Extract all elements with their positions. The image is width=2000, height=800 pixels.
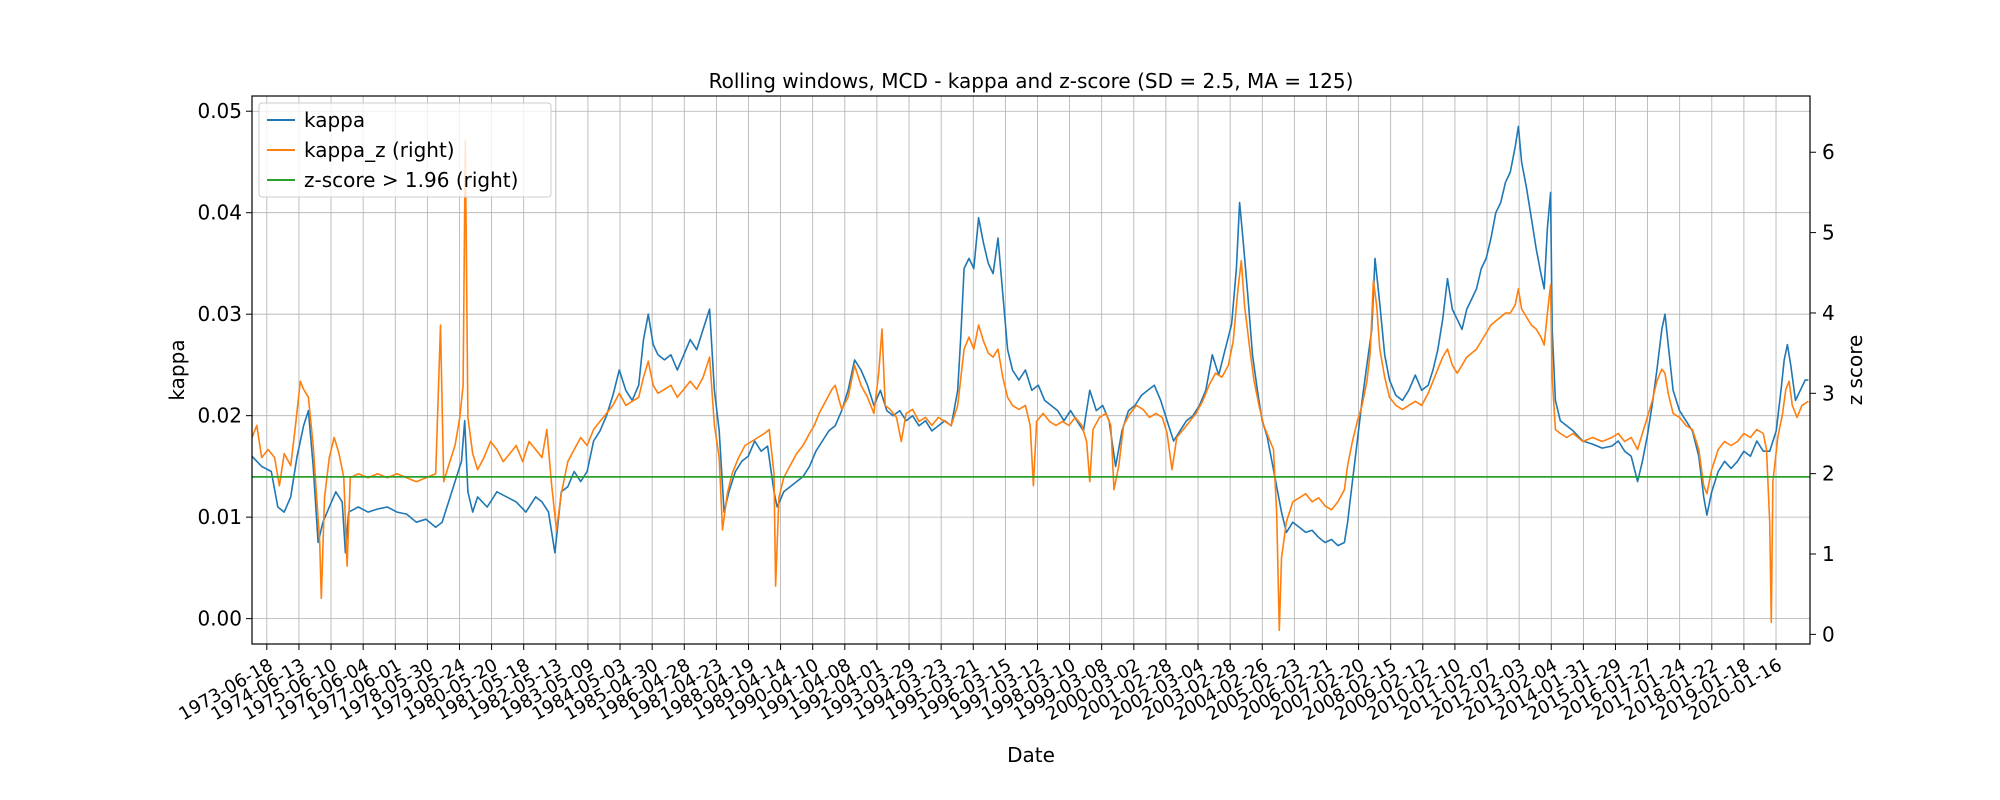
plot-frame xyxy=(251,95,1811,645)
legend-label-kappa: kappa xyxy=(304,108,365,132)
legend: kappa kappa_z (right) z-score > 1.96 (ri… xyxy=(258,102,552,198)
legend-box xyxy=(258,102,552,198)
y-tick-label: 0.04 xyxy=(197,201,242,225)
y-tick-label: 0.00 xyxy=(197,607,242,631)
x-axis-label: Date xyxy=(1007,743,1055,767)
y-right-axis-label: z score xyxy=(1843,335,1867,406)
y-right-tick-label: 4 xyxy=(1822,301,1835,325)
y-tick-label: 0.01 xyxy=(197,505,242,529)
y-tick-label: 0.02 xyxy=(197,404,242,428)
series-line-kappa xyxy=(251,125,1809,554)
y-tick-label: 0.03 xyxy=(197,302,242,326)
y-right-tick-label: 3 xyxy=(1822,381,1835,405)
y-right-tick-label: 6 xyxy=(1822,140,1835,164)
chart-title: Rolling windows, MCD - kappa and z-score… xyxy=(709,69,1354,93)
y-right-tick-label: 5 xyxy=(1822,221,1835,245)
y-axis-label: kappa xyxy=(165,339,189,400)
y-right-tick-label: 0 xyxy=(1822,622,1835,646)
legend-label-threshold: z-score > 1.96 (right) xyxy=(304,168,518,192)
series-layer xyxy=(251,125,1810,632)
series-line-kappa-z xyxy=(251,139,1809,632)
legend-label-kappa-z: kappa_z (right) xyxy=(304,138,455,162)
y-right-tick-label: 2 xyxy=(1822,462,1835,486)
y-tick-label: 0.05 xyxy=(197,99,242,123)
y-right-tick-label: 1 xyxy=(1822,542,1835,566)
